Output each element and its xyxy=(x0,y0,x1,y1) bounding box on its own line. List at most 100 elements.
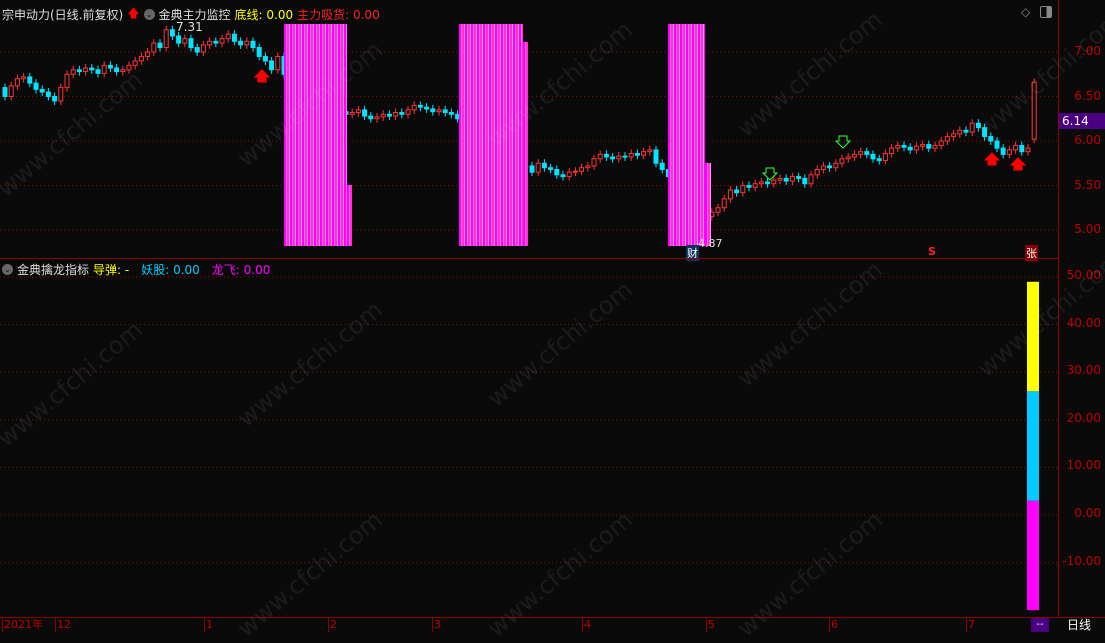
candle-body xyxy=(951,133,957,138)
candle-body xyxy=(833,162,839,169)
candle xyxy=(889,144,895,158)
candle xyxy=(951,129,957,141)
candle-body xyxy=(808,174,814,185)
candle-body xyxy=(659,162,665,170)
indicator-name[interactable]: 金典主力监控 xyxy=(158,8,231,22)
time-label: 6 xyxy=(829,618,838,632)
candle xyxy=(938,137,944,150)
candle-body xyxy=(107,64,113,69)
indicator-chart xyxy=(0,276,1058,611)
candle xyxy=(560,170,566,181)
candle xyxy=(399,108,405,119)
candle-body xyxy=(858,151,864,155)
candle xyxy=(1000,144,1006,159)
panel-toggle-icon[interactable] xyxy=(1040,6,1052,18)
candle xyxy=(597,150,603,163)
candle-body xyxy=(1000,147,1006,155)
candle-body xyxy=(944,136,950,142)
candle xyxy=(622,152,628,162)
candle xyxy=(975,119,981,132)
indicator-tick: 10.00 xyxy=(1066,458,1101,473)
s-badge[interactable]: S xyxy=(928,245,936,258)
indicator-value-accumulation: 主力吸货: 0.00 xyxy=(297,8,380,22)
candle xyxy=(765,177,771,188)
candle xyxy=(380,110,386,121)
indicator-panel[interactable]: ⌄ 金典擒龙指标 导弹: - 妖股: 0.00 龙飞: 0.00 xyxy=(0,258,1058,617)
candle-body xyxy=(219,38,225,44)
limit-up-badge[interactable]: 张 xyxy=(1025,245,1038,261)
candle-body xyxy=(417,104,423,108)
candle-body xyxy=(802,177,808,185)
candle-body xyxy=(560,174,566,178)
candle-body xyxy=(132,60,138,66)
price-tick: 6.00 xyxy=(1074,133,1101,147)
candle-body xyxy=(969,122,975,133)
candle-body xyxy=(163,29,169,49)
candle-body xyxy=(231,33,237,42)
candle-body xyxy=(138,55,144,62)
low-price-label: 4.87 xyxy=(698,237,723,250)
candle-body xyxy=(870,153,876,160)
candlestick-chart xyxy=(0,25,1058,239)
candle xyxy=(827,161,833,172)
candle-body xyxy=(554,168,560,176)
candle xyxy=(213,37,219,48)
indicator-name[interactable]: 金典擒龙指标 xyxy=(17,263,90,277)
candle xyxy=(21,72,27,83)
time-label: 2021年 xyxy=(2,618,43,632)
candle-body xyxy=(436,109,442,113)
indicator-menu-icon[interactable]: ⌄ xyxy=(2,264,13,275)
finance-badge[interactable]: 财 xyxy=(686,245,699,261)
indicator-menu-icon[interactable]: ⌄ xyxy=(143,9,155,20)
time-label: 4 xyxy=(582,618,591,632)
candle xyxy=(870,150,876,163)
candle xyxy=(876,154,882,165)
candle xyxy=(864,147,870,159)
signal-block-2-tail xyxy=(523,42,528,246)
candle xyxy=(839,154,845,168)
settings-diamond-icon[interactable]: ◇ xyxy=(1021,5,1031,19)
stack-bar-segment xyxy=(1027,281,1039,392)
candle xyxy=(169,25,175,40)
candle-body xyxy=(572,170,578,173)
candle xyxy=(628,149,634,162)
candle xyxy=(200,40,206,56)
candle-body xyxy=(895,144,901,149)
candle-body xyxy=(839,158,845,164)
candle-body xyxy=(889,147,895,154)
period-box[interactable]: -- xyxy=(1031,618,1049,632)
candle xyxy=(417,101,423,112)
candle xyxy=(771,176,777,188)
candle-body xyxy=(740,185,746,194)
candle xyxy=(386,110,392,121)
candle-body xyxy=(876,158,882,162)
candle xyxy=(225,30,231,43)
value-axis[interactable]: 7.00 6.50 6.00 5.50 5.00 6.14 50.00 40.00 30.0… xyxy=(1058,0,1105,617)
indicator-value-demon: 妖股: 0.00 xyxy=(141,263,200,277)
candle xyxy=(994,137,1000,153)
candle xyxy=(641,147,647,160)
candle-body xyxy=(120,69,126,73)
candle-body xyxy=(64,73,70,89)
candle xyxy=(101,61,107,78)
candle-body xyxy=(83,67,89,73)
candle-body xyxy=(715,207,721,213)
candle-body xyxy=(45,91,51,98)
candle-body xyxy=(145,51,151,57)
candle-body xyxy=(448,112,454,115)
candle xyxy=(535,159,541,177)
indicator-value-missile: 导弹: - xyxy=(93,263,130,277)
candle xyxy=(988,132,994,145)
candle xyxy=(405,105,411,119)
period-label[interactable]: 日线 xyxy=(1067,618,1092,632)
candle xyxy=(256,43,262,61)
candle-body xyxy=(975,122,981,129)
candle xyxy=(1013,141,1019,154)
candle xyxy=(151,39,157,56)
price-panel[interactable]: 宗申动力(日线.前复权) 🡅 ⌄ 金典主力监控 底线: 0.00 主力吸货: 0… xyxy=(0,0,1058,261)
candle xyxy=(591,154,597,170)
candle xyxy=(114,64,120,76)
candle xyxy=(132,56,138,70)
candle-body xyxy=(647,149,653,153)
time-axis[interactable]: 2021年 12 1 2 3 4 5 6 7 -- 日线 xyxy=(0,617,1105,632)
